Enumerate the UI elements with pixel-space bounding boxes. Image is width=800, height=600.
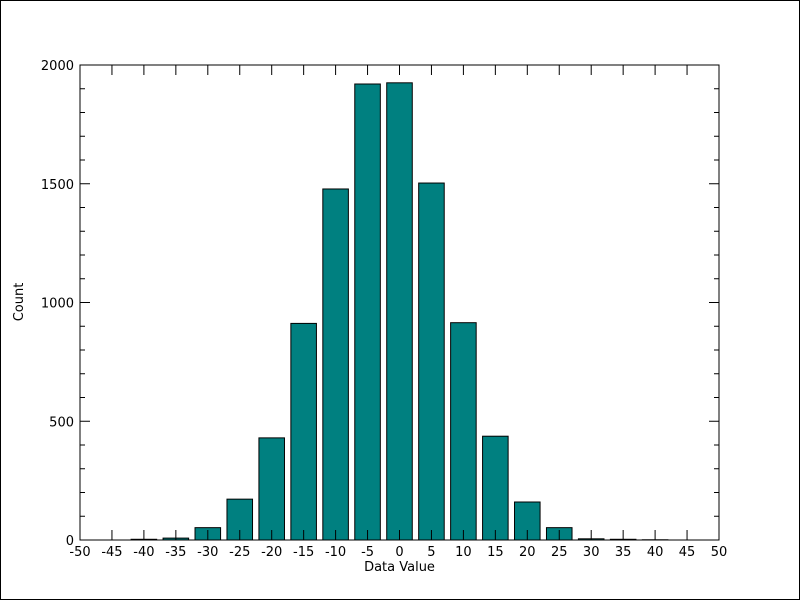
x-axis-title: Data Value: [364, 560, 435, 575]
x-tick-label: 30: [583, 545, 600, 560]
histogram-bar: [482, 435, 509, 541]
x-tick-label: 40: [647, 545, 664, 560]
x-tick-label: 45: [679, 545, 696, 560]
x-tick-label: -30: [197, 545, 218, 560]
x-tick-label: -10: [325, 545, 346, 560]
histogram-bar: [322, 188, 349, 541]
histogram-bar: [290, 322, 317, 541]
y-tick-labels: 0 500 1000 1500 2000: [41, 59, 74, 549]
histogram-bar: [386, 82, 413, 541]
x-tick-label: -40: [133, 545, 154, 560]
x-tick-label: 5: [427, 545, 435, 560]
x-tick-label: -35: [165, 545, 186, 560]
histogram-bar: [258, 437, 285, 541]
x-tick-label: -15: [293, 545, 314, 560]
x-tick-label: 50: [711, 545, 728, 560]
x-tick-label: -25: [229, 545, 250, 560]
y-tick-label: 0: [66, 534, 74, 549]
x-tick-label: -20: [261, 545, 282, 560]
x-tick-label: 25: [551, 545, 568, 560]
x-tick-label: 20: [519, 545, 536, 560]
x-tick-label: 15: [487, 545, 504, 560]
axis-ticks: [79, 64, 720, 541]
histogram-bar: [354, 83, 381, 541]
y-tick-label: 1000: [41, 297, 74, 312]
x-tick-label: 10: [455, 545, 472, 560]
x-tick-labels: -50 -45 -40 -35 -30 -25 -20 -15 -10 -5 0 5 10 15 20 25 3…: [69, 545, 727, 560]
y-axis-title: Count: [12, 283, 27, 322]
y-tick-label: 1500: [41, 178, 74, 193]
x-tick-label: -5: [361, 545, 374, 560]
histogram-bar: [450, 322, 477, 541]
bar-group: [130, 82, 669, 541]
y-tick-label: 500: [49, 415, 74, 430]
x-tick-label: -45: [101, 545, 122, 560]
histogram-bar: [418, 182, 445, 541]
x-tick-label: -50: [69, 545, 90, 560]
x-tick-label: 35: [615, 545, 632, 560]
x-tick-label: 0: [395, 545, 403, 560]
y-tick-label: 2000: [41, 59, 74, 74]
